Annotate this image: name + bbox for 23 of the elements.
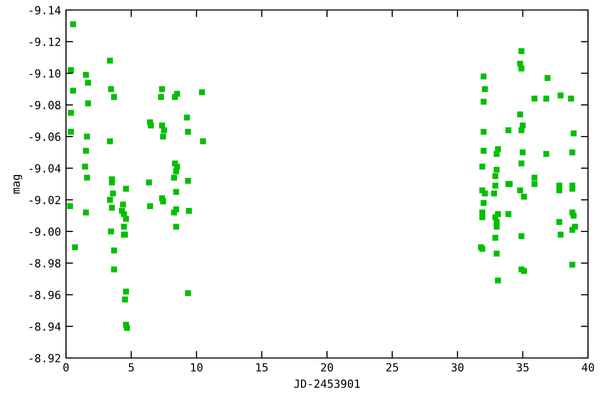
x-axis-title: JD-2453901 [294, 379, 360, 388]
y-tick-label: -9.00 [30, 227, 60, 236]
x-tick-label: 40 [582, 363, 594, 372]
y-axis-title: mag [14, 175, 22, 194]
y-tick-label: -9.06 [30, 132, 60, 141]
y-tick-label: -9.14 [30, 6, 61, 14]
y-tick-label: -9.02 [30, 196, 60, 204]
x-tick-label: 5 [128, 363, 134, 372]
x-tick-label: 20 [321, 363, 333, 372]
y-tick-label: -9.12 [30, 38, 60, 46]
x-tick-label: 0 [63, 363, 69, 372]
y-tick-label: -9.10 [30, 69, 60, 78]
y-tick-label: -8.96 [30, 290, 60, 300]
x-tick-label: 25 [386, 363, 398, 372]
y-tick-label: -9.08 [30, 100, 60, 110]
x-tick-label: 35 [516, 363, 529, 372]
y-tick-label: -9.04 [30, 164, 61, 173]
x-tick-label: 10 [191, 363, 202, 372]
y-tick-label: -8.94 [30, 322, 61, 331]
y-tick-label: -8.98 [30, 259, 60, 268]
x-tick-label: 30 [452, 363, 464, 372]
y-tick-label: -8.92 [30, 354, 60, 362]
x-tick-label: 15 [256, 363, 268, 372]
